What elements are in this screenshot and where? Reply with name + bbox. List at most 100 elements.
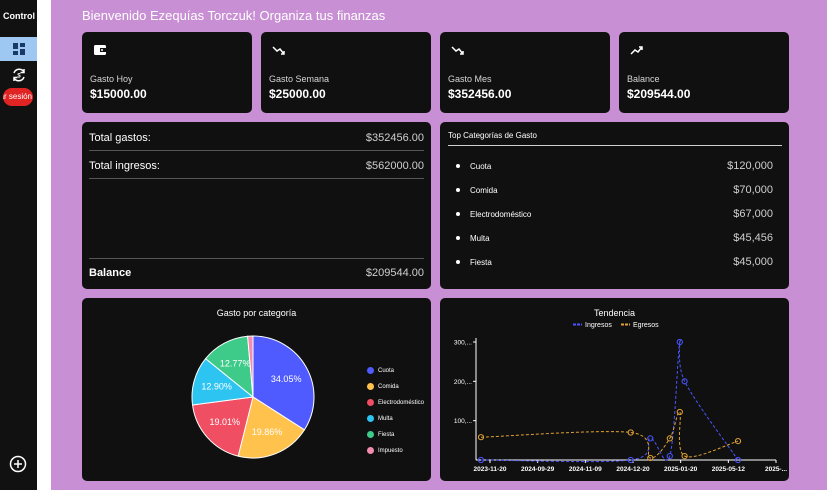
legend-item[interactable]: Fiesta bbox=[367, 431, 394, 438]
y-tick-label: 300,... bbox=[454, 340, 472, 347]
main-content: Bienvenido Ezequías Torczuk! Organiza tu… bbox=[51, 0, 827, 490]
category-amount: $45,000 bbox=[733, 256, 773, 268]
bullet bbox=[456, 164, 460, 168]
data-point-egresos[interactable] bbox=[627, 429, 634, 436]
stat-label: Balance bbox=[627, 74, 660, 84]
stat-value: $25000.00 bbox=[269, 87, 326, 101]
legend-item[interactable]: Impuesto bbox=[367, 447, 403, 454]
data-point-egresos[interactable] bbox=[676, 408, 683, 416]
data-point-egresos[interactable] bbox=[681, 453, 688, 460]
category-amount: $67,000 bbox=[733, 208, 773, 220]
stat-label: Gasto Mes bbox=[448, 74, 492, 84]
x-tick-label: 2024-09-29 bbox=[521, 466, 555, 473]
svg-text:$: $ bbox=[17, 74, 21, 80]
wallet-icon bbox=[94, 45, 106, 55]
data-point-ingresos[interactable] bbox=[734, 456, 742, 464]
logout-label: Cerrar sesión bbox=[3, 92, 32, 101]
legend-label: Comida bbox=[378, 383, 399, 390]
data-point-ingresos[interactable] bbox=[627, 456, 634, 464]
legend-label: Cuota bbox=[378, 367, 395, 374]
stat-label: Gasto Semana bbox=[269, 74, 330, 84]
sidebar-title: Control d bbox=[3, 11, 37, 21]
summary-card: Total gastos: $352456.00 Total ingresos:… bbox=[82, 122, 431, 289]
data-point-ingresos[interactable] bbox=[647, 435, 654, 442]
series-line-egresos bbox=[480, 411, 739, 459]
legend-item[interactable]: Electrodoméstico bbox=[367, 399, 424, 406]
y-tick-label: 100,... bbox=[454, 418, 472, 425]
data-point-egresos[interactable] bbox=[647, 454, 654, 462]
stat-card-gasto-semana: Gasto Semana $25000.00 bbox=[261, 32, 431, 113]
data-point-ingresos[interactable] bbox=[666, 453, 673, 460]
pie-chart-card: Gasto por categoría 34.05% 19.86% 19.01% 12… bbox=[82, 298, 431, 481]
divider bbox=[89, 258, 424, 259]
stat-card-gasto-hoy: Gasto Hoy $15000.00 bbox=[82, 32, 252, 113]
list-item: Comida $70,000 bbox=[456, 184, 773, 196]
sidebar-item-dashboard[interactable] bbox=[0, 37, 37, 61]
data-point-ingresos[interactable] bbox=[681, 378, 688, 385]
list-item: Multa $45,456 bbox=[456, 232, 773, 244]
total-ingresos-label: Total ingresos: bbox=[89, 160, 160, 172]
x-tick-label: 2025-01-20 bbox=[664, 466, 698, 473]
x-tick-label: 2025-05-12 bbox=[712, 466, 746, 473]
line-chart-title: Tendencia bbox=[593, 308, 636, 318]
data-point-egresos[interactable] bbox=[666, 435, 673, 442]
total-ingresos-row: Total ingresos: $562000.00 bbox=[89, 160, 424, 172]
stat-label: Gasto Hoy bbox=[90, 74, 133, 84]
pie-slice-impuesto[interactable] bbox=[247, 335, 254, 398]
stat-value: $209544.00 bbox=[627, 87, 691, 101]
legend-swatch bbox=[367, 383, 374, 390]
data-point-egresos[interactable] bbox=[477, 434, 485, 441]
data-point-ingresos[interactable] bbox=[477, 456, 485, 464]
stat-value: $15000.00 bbox=[90, 87, 147, 101]
legend-item[interactable]: Multa bbox=[367, 415, 393, 422]
logout-button[interactable]: Cerrar sesión bbox=[3, 88, 33, 106]
line-chart-card: Tendencia 300,... 200,... 100,... 2023-11-2… bbox=[440, 298, 789, 481]
pie-slice-label: 19.01% bbox=[210, 417, 241, 427]
legend-label: Fiesta bbox=[378, 431, 395, 438]
category-amount: $70,000 bbox=[733, 184, 773, 196]
list-item: Electrodoméstico $67,000 bbox=[456, 208, 773, 220]
list-item: Cuota $120,000 bbox=[456, 160, 773, 172]
legend-swatch bbox=[367, 415, 374, 422]
dashboard-icon bbox=[12, 43, 25, 55]
total-ingresos-value: $562000.00 bbox=[365, 160, 424, 172]
pie-slice-electrodoméstico[interactable] bbox=[191, 396, 254, 457]
legend-swatch bbox=[367, 431, 374, 438]
pie-slice-comida[interactable] bbox=[237, 396, 306, 459]
legend-swatch bbox=[367, 447, 374, 454]
legend-label[interactable]: Egresos bbox=[633, 322, 659, 329]
trend-down-icon bbox=[451, 46, 464, 55]
x-tick-label: 2025-... bbox=[765, 466, 787, 473]
top-categories-card: Top Categorías de Gasto Cuota $120,000 C… bbox=[440, 122, 789, 289]
category-amount: $45,456 bbox=[733, 232, 773, 244]
trend-up-icon bbox=[630, 46, 643, 55]
sidebar: Control d $ Cerrar sesión bbox=[0, 0, 37, 490]
legend-item[interactable]: Comida bbox=[367, 383, 399, 390]
x-tick-label: 2023-11-20 bbox=[474, 466, 507, 473]
balance-value: $209544.00 bbox=[365, 267, 424, 279]
bullet bbox=[456, 188, 460, 192]
divider bbox=[448, 145, 782, 146]
page-greeting: Bienvenido Ezequías Torczuk! Organiza tu… bbox=[82, 8, 386, 23]
pie-chart: 34.05% 19.86% 19.01% 12.90% 12.77% bbox=[191, 335, 315, 459]
add-circle-icon[interactable] bbox=[9, 455, 27, 473]
list-item: Fiesta $45,000 bbox=[456, 256, 773, 268]
category-name: Cuota bbox=[470, 161, 492, 171]
x-tick-label: 2024-11-09 bbox=[569, 466, 602, 473]
legend-swatch bbox=[367, 367, 374, 374]
data-point-egresos[interactable] bbox=[734, 438, 742, 445]
stat-value: $352456.00 bbox=[448, 87, 512, 101]
category-name: Comida bbox=[470, 185, 498, 195]
sidebar-item-transactions[interactable]: $ bbox=[0, 64, 37, 86]
stat-card-balance: Balance $209544.00 bbox=[619, 32, 789, 113]
top-categories-title: Top Categorías de Gasto bbox=[448, 131, 537, 140]
data-point-ingresos[interactable] bbox=[676, 338, 683, 346]
pie-slice-label: 19.86% bbox=[252, 427, 283, 437]
category-name: Electrodoméstico bbox=[470, 209, 532, 219]
legend-label: Impuesto bbox=[378, 447, 403, 454]
total-gastos-value: $352456.00 bbox=[365, 132, 424, 144]
legend-item[interactable]: Cuota bbox=[367, 367, 394, 374]
legend-label[interactable]: Ingresos bbox=[585, 322, 612, 329]
pie-slice-label: 12.90% bbox=[201, 382, 232, 392]
legend-label: Multa bbox=[378, 415, 393, 422]
